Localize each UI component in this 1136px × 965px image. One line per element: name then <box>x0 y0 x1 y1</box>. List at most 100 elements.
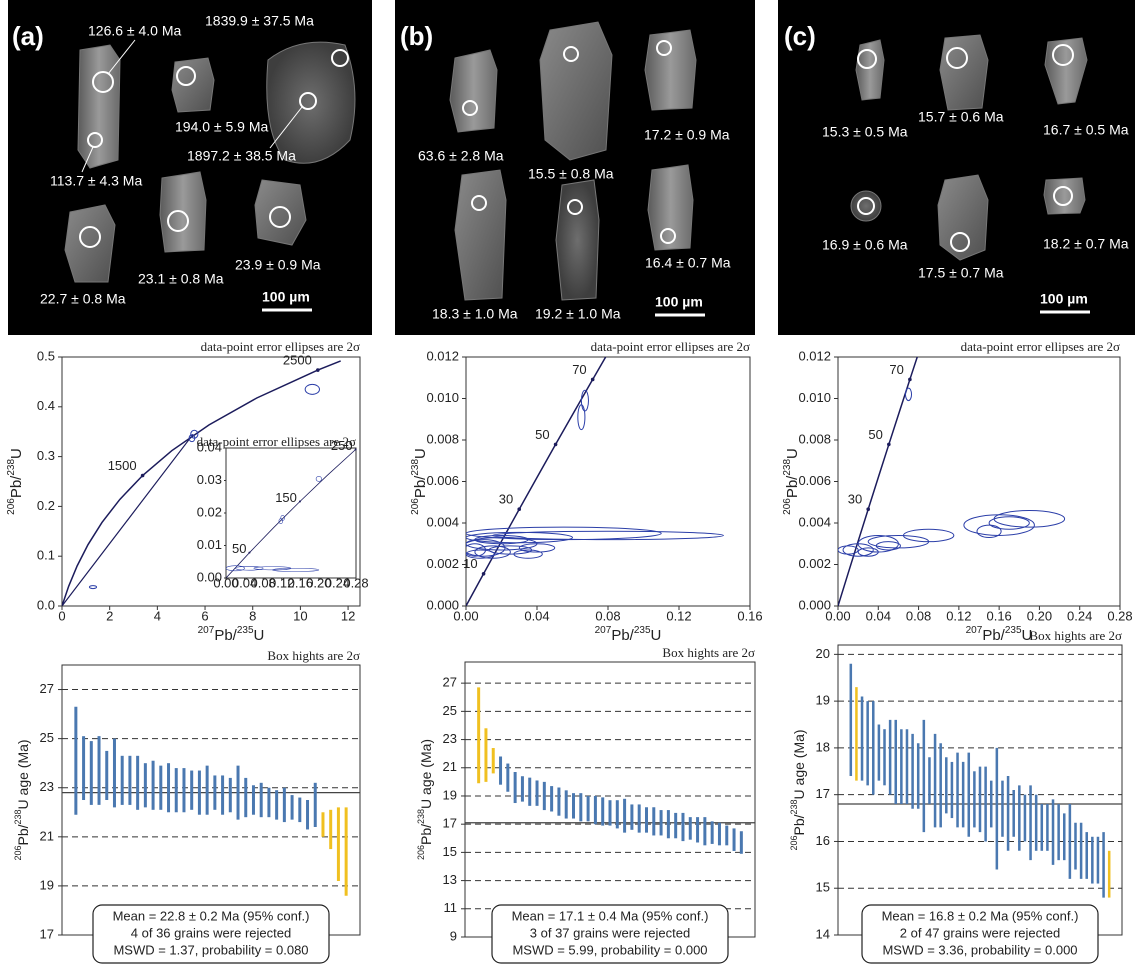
error-ellipse <box>513 549 543 559</box>
spot <box>1053 186 1073 206</box>
y-tick-label: 0.5 <box>37 348 55 363</box>
chart-note: Box hights are 2σ <box>1029 628 1122 643</box>
age-mark-label: 50 <box>868 427 882 442</box>
error-ellipse <box>580 389 589 412</box>
grain <box>644 29 697 111</box>
spot <box>946 47 968 69</box>
age-mark-label: 10 <box>463 556 477 571</box>
axis-label-part: U age (Ma) <box>791 729 807 799</box>
x-tick-label: 0.12 <box>269 575 294 590</box>
age-label: 23.9 ± 0.9 Ma <box>235 257 321 273</box>
grain <box>254 179 307 246</box>
panel-label: (c) <box>784 21 816 51</box>
x-tick-label: 10 <box>293 608 307 623</box>
x-tick-label: 2 <box>106 608 113 623</box>
plot-area <box>466 357 724 606</box>
y-tick-label: 0.01 <box>197 537 222 552</box>
y-tick-label: 25 <box>443 703 457 718</box>
age-label: 16.7 ± 0.5 Ma <box>1043 122 1129 138</box>
axis-label-part: 206 <box>416 845 426 860</box>
axis-label-part: 238 <box>416 809 426 824</box>
leader <box>269 106 303 149</box>
axis-label-part: Pb/ <box>611 627 634 644</box>
age-label: 15.7 ± 0.6 Ma <box>918 109 1004 125</box>
axis-label-part: Pb/ <box>412 475 429 498</box>
x-tick-label: 0.08 <box>906 608 931 623</box>
result-text: MSWD = 3.36, probability = 0.000 <box>882 942 1077 957</box>
error-ellipse <box>875 541 901 551</box>
discordia-line <box>62 433 194 606</box>
grain <box>855 39 885 101</box>
x-tick-label: 0.16 <box>737 608 762 623</box>
y-tick-label: 0.008 <box>798 431 831 446</box>
axis-label-part: 206 <box>410 498 421 515</box>
axis-label-part: 235 <box>237 625 254 636</box>
y-tick-label: 14 <box>816 926 830 941</box>
axis-label-part: U <box>1022 627 1033 644</box>
plot-frame <box>837 356 1121 607</box>
age-mark <box>887 442 891 447</box>
x-tick-label: 0.04 <box>232 575 257 590</box>
spot <box>857 49 877 69</box>
axis-label-part: U age (Ma) <box>418 739 434 809</box>
spot <box>269 206 291 228</box>
grain <box>449 49 498 133</box>
y-tick-label: 17 <box>816 786 830 801</box>
concordia-plot: data-point error ellipses are 2σ0.000.04… <box>197 434 369 590</box>
age-label: 16.4 ± 0.7 Ma <box>645 255 731 271</box>
y-tick-label: 0.3 <box>37 448 55 463</box>
grain <box>850 190 882 222</box>
y-tick-label: 0.004 <box>798 514 831 529</box>
concordia-curve <box>226 449 356 578</box>
y-tick-label: 0.010 <box>798 390 831 405</box>
y-tick-label: 0.010 <box>426 390 459 405</box>
error-ellipse <box>857 547 879 557</box>
spot <box>656 40 672 56</box>
y-tick-label: 19 <box>816 693 830 708</box>
y-tick-label: 0.012 <box>798 348 831 363</box>
axis-label: 206Pb/238U age (Ma) <box>13 739 30 860</box>
chart-note: Box hights are 2σ <box>267 648 360 663</box>
grain <box>937 174 989 261</box>
age-label: 18.3 ± 1.0 Ma <box>432 306 518 322</box>
x-tick-label: 6 <box>201 608 208 623</box>
grain <box>555 179 600 301</box>
x-tick-label: 4 <box>154 608 161 623</box>
y-tick-label: 21 <box>40 828 54 843</box>
y-tick-label: 0.1 <box>37 548 55 563</box>
x-tick-label: 0.24 <box>325 575 350 590</box>
age-label: 17.5 ± 0.7 Ma <box>918 265 1004 281</box>
grain <box>1043 177 1086 215</box>
axis-label: 207Pb/235U <box>198 625 265 644</box>
concordia-curve <box>466 357 607 606</box>
x-tick-label: 0 <box>58 608 65 623</box>
weighted-mean-plot: Box hights are 2σ 14 15 16 17 18 19 20 Mean = 16… <box>816 628 1123 964</box>
age-mark-label: 250 <box>331 438 353 453</box>
spot <box>563 46 579 62</box>
axis-label: 206Pb/238U <box>782 448 801 515</box>
grain <box>1044 37 1088 105</box>
error-ellipse <box>272 567 320 572</box>
chart-note: data-point error ellipses are 2σ <box>201 339 360 354</box>
result-text: MSWD = 5.99, probability = 0.000 <box>512 942 707 957</box>
y-tick-label: 16 <box>816 833 830 848</box>
spot <box>92 71 114 93</box>
error-ellipse <box>226 565 245 572</box>
x-tick-label: 0.00 <box>213 575 238 590</box>
y-tick-label: 0.006 <box>426 473 459 488</box>
age-mark-label: 30 <box>848 492 862 507</box>
y-tick-label: 11 <box>444 900 458 915</box>
chart-note: data-point error ellipses are 2σ <box>961 339 1120 354</box>
age-label: 17.2 ± 0.9 Ma <box>644 127 730 143</box>
error-ellipse <box>976 524 1002 539</box>
grain <box>539 21 613 161</box>
plot-area <box>838 357 1066 606</box>
panel-label: (b) <box>400 21 433 51</box>
age-mark-label: 150 <box>275 490 297 505</box>
x-tick-label: 0.24 <box>1067 608 1092 623</box>
spot <box>176 66 196 86</box>
age-mark <box>553 442 558 447</box>
